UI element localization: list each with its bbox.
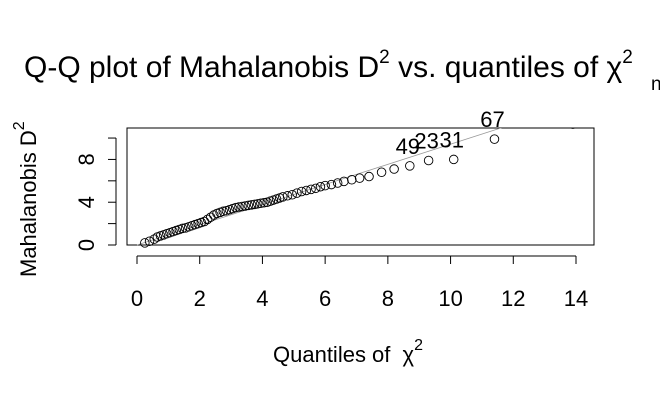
data-point — [423, 155, 434, 166]
data-point — [144, 236, 155, 247]
data-point — [332, 178, 343, 188]
data-point — [231, 202, 241, 213]
data-point — [489, 134, 500, 144]
chart-title-main: Q-Q plot of Mahalanobis D — [24, 51, 379, 84]
data-point — [339, 176, 349, 187]
x-tick-label: 2 — [194, 286, 206, 311]
data-point — [320, 180, 330, 191]
data-point — [149, 234, 159, 244]
data-point — [240, 201, 250, 211]
x-tick-label: 4 — [256, 286, 268, 311]
x-tick-label: 10 — [438, 286, 462, 311]
chart-title-rest: vs. quantiles of — [390, 51, 607, 84]
data-point — [570, 128, 576, 129]
point-label: 49 — [396, 134, 420, 159]
chart-title-chi-symbol: χ — [607, 51, 623, 84]
x-axis-title: Quantiles of χ2 — [273, 337, 423, 367]
data-point — [278, 192, 288, 202]
y-tick-label: 4 — [74, 196, 99, 208]
x-tick-label: 0 — [131, 286, 143, 311]
data-point — [292, 188, 302, 198]
data-point — [282, 191, 293, 201]
data-point — [301, 185, 312, 196]
data-point — [376, 167, 387, 178]
chart-title: Q-Q plot of Mahalanobis D2 vs. quantiles… — [24, 47, 633, 84]
data-point — [246, 200, 257, 210]
chart-title-main-sup: 2 — [379, 47, 390, 68]
data-point — [234, 202, 244, 212]
x-axis-title-text: Quantiles of — [273, 342, 397, 367]
points-group — [140, 128, 576, 248]
data-point — [205, 212, 216, 222]
plot-frame — [126, 127, 595, 246]
data-point — [177, 223, 188, 234]
data-point — [354, 173, 365, 183]
data-point — [237, 201, 247, 212]
point-label: 31 — [439, 127, 463, 152]
data-point — [218, 206, 228, 217]
data-point — [315, 181, 326, 192]
data-point — [140, 238, 150, 248]
data-point — [310, 183, 321, 194]
x-tick-label: 8 — [382, 286, 394, 311]
data-point — [364, 171, 374, 182]
data-point — [243, 200, 254, 211]
data-point — [448, 154, 459, 165]
y-tick-label: 8 — [74, 153, 99, 165]
y-tick-label: 0 — [74, 239, 99, 251]
data-point — [347, 175, 357, 185]
y-axis-title-text: Mahalanobis D — [16, 130, 41, 277]
point-label: 23 — [414, 129, 438, 154]
point-label: 67 — [480, 107, 504, 132]
x-axis-title-sup: 2 — [414, 337, 423, 354]
data-point — [405, 161, 415, 171]
data-point — [252, 199, 263, 209]
data-point — [389, 164, 399, 174]
data-point — [259, 198, 269, 208]
x-axis: 0 2 4 6 8 10 12 14 — [131, 255, 588, 311]
x-tick-label: 14 — [564, 286, 588, 311]
data-point — [249, 199, 260, 210]
data-point — [256, 198, 266, 209]
x-axis-title-chi: χ — [403, 342, 415, 367]
chart-title-chi-sup: 2 — [622, 47, 633, 68]
y-axis-title: Mahalanobis D2 — [11, 121, 41, 277]
plot-area — [136, 128, 576, 248]
y-axis-title-sup: 2 — [11, 121, 28, 130]
data-point — [296, 186, 307, 197]
x-tick-label: 12 — [501, 286, 525, 311]
data-point — [326, 179, 337, 190]
y-axis: 0 4 8 — [74, 137, 117, 251]
data-point — [306, 184, 316, 195]
x-tick-label: 6 — [319, 286, 331, 311]
chart-title-chi-sub: nvar — [651, 74, 660, 95]
data-point — [287, 189, 297, 200]
